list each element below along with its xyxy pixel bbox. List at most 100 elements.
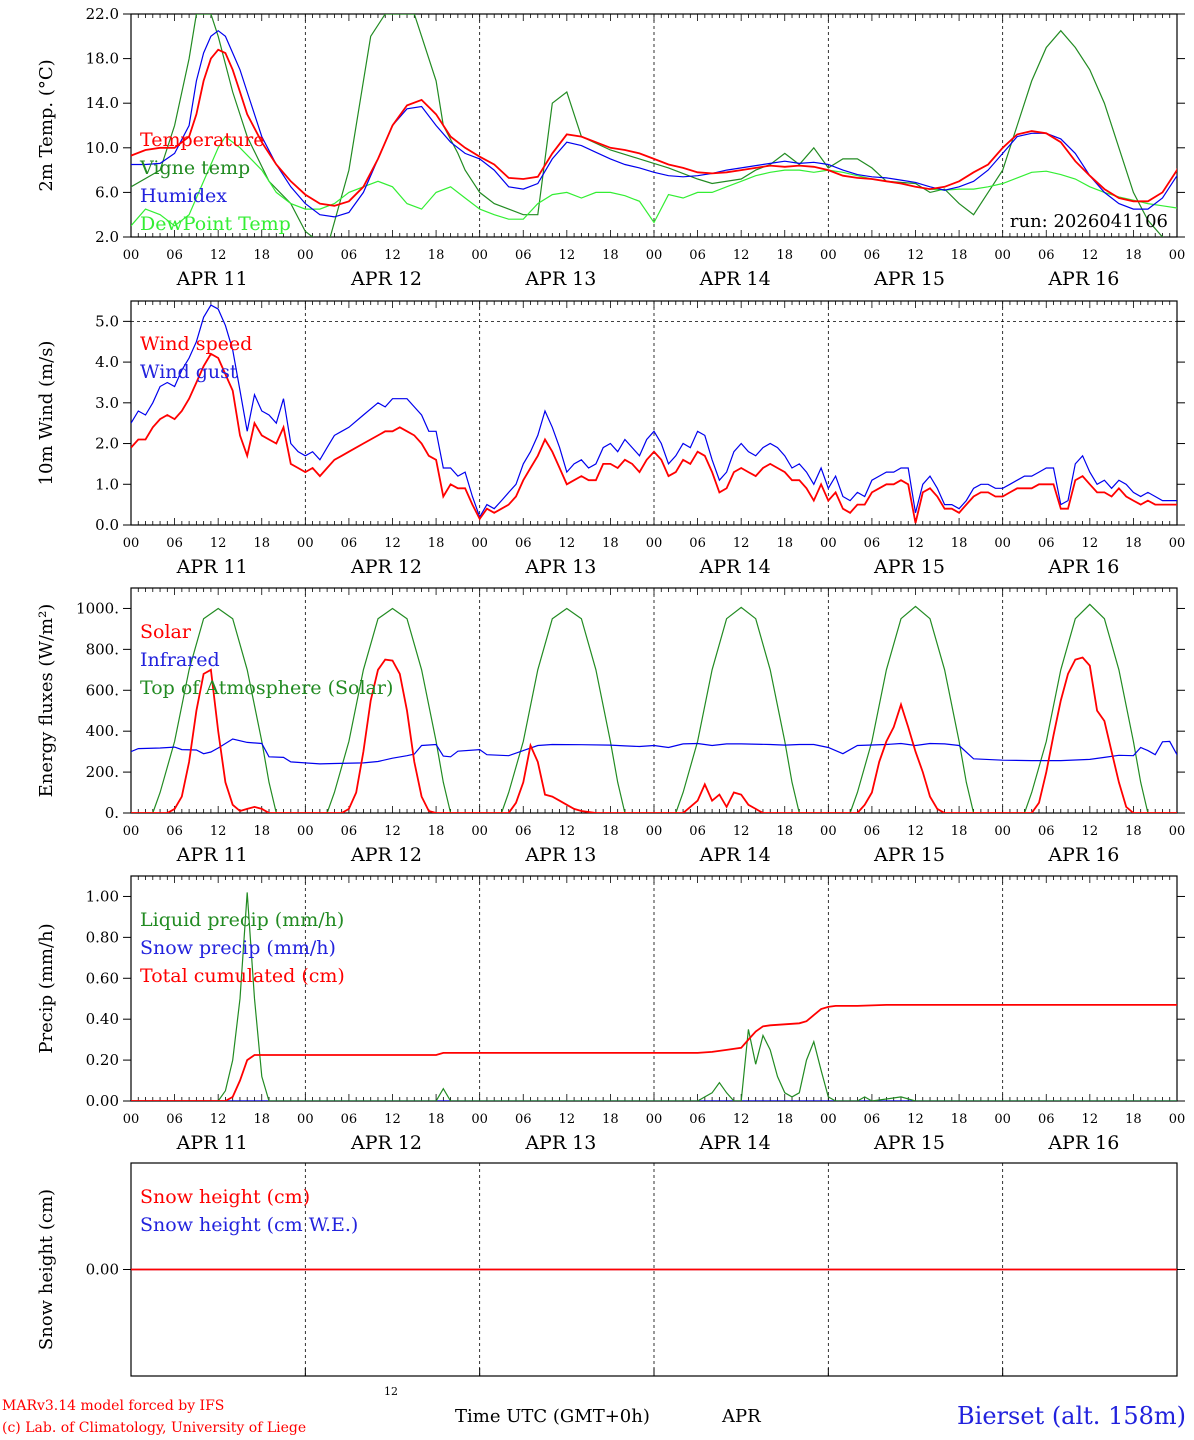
y-axis-label: Snow height (cm) <box>36 1189 57 1350</box>
y-tick-label: 1.0 <box>95 475 119 493</box>
model-credit: MARv3.14 model forced by IFS <box>2 1398 225 1414</box>
x-tick-label: 18 <box>428 1112 445 1127</box>
x-tick-label: 18 <box>951 536 968 551</box>
x-tick-label: 00 <box>123 1112 140 1127</box>
x-tick-label: 00 <box>1169 824 1186 839</box>
x-tick-label: 18 <box>602 824 619 839</box>
legend-entry: Top of Atmosphere (Solar) <box>140 677 393 699</box>
x-axis-small-label: 12 <box>384 1385 398 1398</box>
x-tick-label: 18 <box>1125 824 1142 839</box>
x-tick-label: 00 <box>820 536 837 551</box>
y-tick-label: 0.40 <box>86 1010 119 1028</box>
x-tick-label: 06 <box>341 536 358 551</box>
x-tick-label: 18 <box>253 536 270 551</box>
day-label: APR 15 <box>873 1132 945 1154</box>
y-tick-label: 0.0 <box>95 516 119 534</box>
x-tick-label: 18 <box>253 248 270 263</box>
day-label: APR 14 <box>699 268 771 290</box>
y-tick-label: 800. <box>86 640 119 658</box>
x-tick-label: 06 <box>166 536 183 551</box>
y-tick-label: 600. <box>86 681 119 699</box>
legend-entry: Snow precip (mm/h) <box>140 937 336 959</box>
y-axis-label: 10m Wind (m/s) <box>36 341 57 486</box>
x-tick-label: 12 <box>384 536 401 551</box>
x-tick-label: 00 <box>646 536 663 551</box>
x-tick-label: 12 <box>733 536 750 551</box>
x-tick-label: 00 <box>820 1112 837 1127</box>
x-tick-label: 12 <box>210 248 227 263</box>
day-label: APR 11 <box>176 844 248 866</box>
x-tick-label: 00 <box>123 824 140 839</box>
x-tick-label: 06 <box>515 1112 532 1127</box>
y-tick-label: 10.0 <box>86 139 119 157</box>
day-label: APR 16 <box>1047 844 1119 866</box>
series-line-temperature <box>131 48 1177 207</box>
day-label: APR 11 <box>176 268 248 290</box>
x-tick-label: 12 <box>559 248 576 263</box>
x-tick-label: 18 <box>428 824 445 839</box>
y-axis-label: Precip (mm/h) <box>36 923 57 1053</box>
x-tick-label: 18 <box>776 824 793 839</box>
x-tick-label: 12 <box>1082 824 1099 839</box>
legend-entry: Wind speed <box>140 333 252 355</box>
x-tick-label: 12 <box>210 824 227 839</box>
day-label: APR 11 <box>176 556 248 578</box>
x-tick-label: 12 <box>559 536 576 551</box>
x-tick-label: 06 <box>1038 248 1055 263</box>
x-tick-label: 00 <box>297 248 314 263</box>
x-tick-label: 00 <box>471 248 488 263</box>
legend-entry: DewPoint Temp <box>140 213 291 235</box>
y-tick-label: 5.0 <box>95 312 119 330</box>
x-tick-label: 06 <box>341 1112 358 1127</box>
lab-credit: (c) Lab. of Climatology, University of L… <box>2 1420 307 1436</box>
x-tick-label: 06 <box>166 824 183 839</box>
legend-entry: Solar <box>140 621 192 643</box>
x-tick-label: 00 <box>646 824 663 839</box>
x-tick-label: 06 <box>515 824 532 839</box>
day-label: APR 16 <box>1047 556 1119 578</box>
legend-entry: Infrared <box>140 649 220 671</box>
x-tick-label: 12 <box>384 824 401 839</box>
x-tick-label: 06 <box>864 248 881 263</box>
x-tick-label: 18 <box>428 536 445 551</box>
x-tick-label: 18 <box>1125 536 1142 551</box>
day-label: APR 14 <box>699 844 771 866</box>
y-tick-label: 6.0 <box>95 183 119 201</box>
station-name: Bierset (alt. 158m) <box>957 1402 1186 1430</box>
x-tick-label: 12 <box>210 1112 227 1127</box>
x-tick-label: 00 <box>646 248 663 263</box>
x-tick-label: 06 <box>341 248 358 263</box>
x-tick-label: 00 <box>994 248 1011 263</box>
y-tick-label: 0.00 <box>86 1092 119 1110</box>
series-line-infrared <box>131 738 1177 765</box>
day-label: APR 14 <box>699 1132 771 1154</box>
y-tick-label: 0.00 <box>86 1261 119 1279</box>
y-tick-label: 2.0 <box>95 228 119 246</box>
x-tick-label: 12 <box>1082 1112 1099 1127</box>
x-tick-label: 00 <box>297 824 314 839</box>
day-label: APR 15 <box>873 268 945 290</box>
series-line-wind-speed <box>131 352 1177 524</box>
x-tick-label: 00 <box>1169 248 1186 263</box>
plot-frame-1 <box>130 300 1178 526</box>
x-tick-label: 18 <box>602 536 619 551</box>
day-label: APR 16 <box>1047 268 1119 290</box>
y-tick-label: 3.0 <box>95 394 119 412</box>
y-tick-label: 2.0 <box>95 435 119 453</box>
y-tick-label: 14.0 <box>86 94 119 112</box>
y-axis-label: Energy fluxes (W/m²) <box>36 604 57 798</box>
day-label: APR 12 <box>350 556 422 578</box>
x-tick-label: 18 <box>951 248 968 263</box>
x-tick-label: 00 <box>994 824 1011 839</box>
y-tick-label: 0.20 <box>86 1051 119 1069</box>
plot-frame-0 <box>130 13 1178 238</box>
x-tick-label: 12 <box>907 248 924 263</box>
x-tick-label: 06 <box>689 536 706 551</box>
x-tick-label: 06 <box>689 248 706 263</box>
x-tick-label: 12 <box>733 1112 750 1127</box>
day-label: APR 13 <box>524 1132 596 1154</box>
x-tick-label: 18 <box>951 824 968 839</box>
day-label: APR 12 <box>350 268 422 290</box>
x-tick-label: 18 <box>602 1112 619 1127</box>
